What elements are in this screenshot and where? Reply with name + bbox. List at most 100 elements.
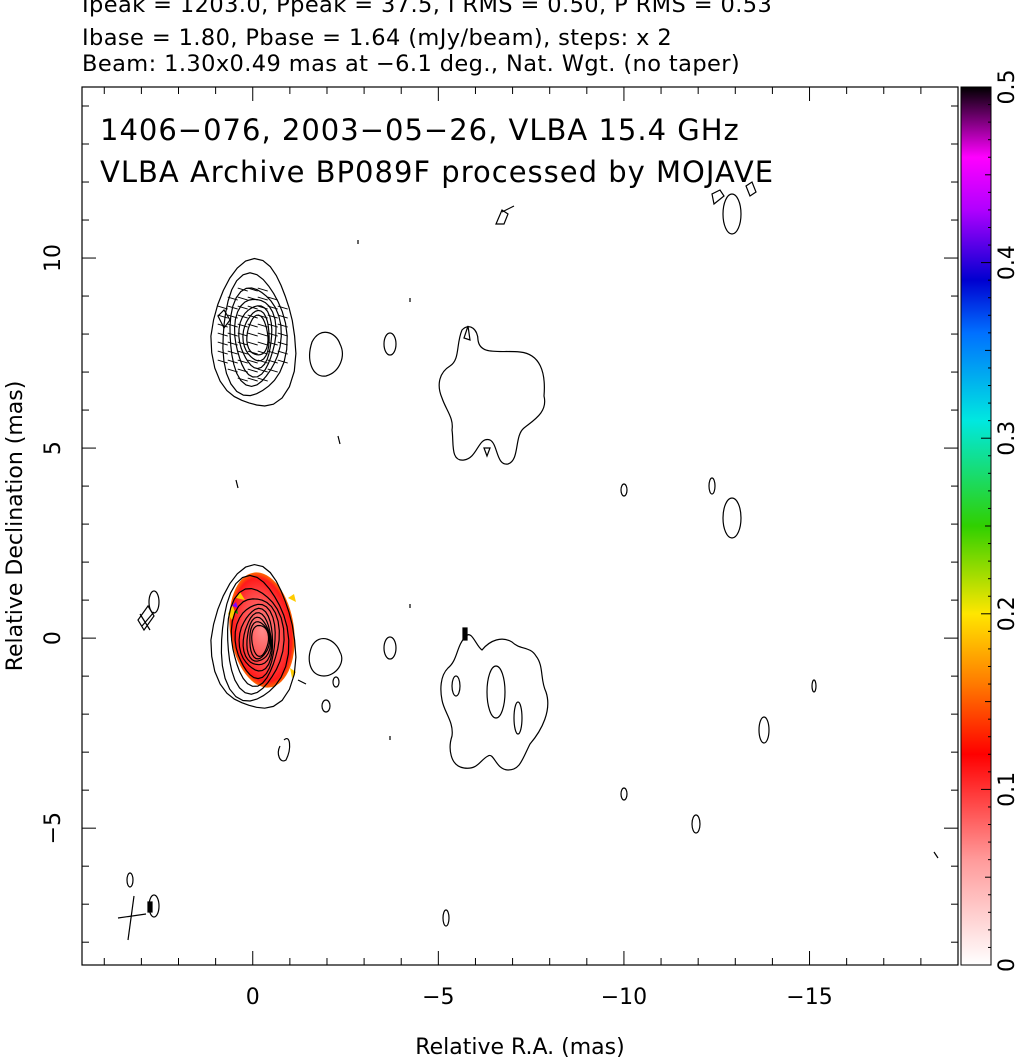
- polarization-tick: [267, 341, 278, 346]
- y-axis-label: Relative Declination (mas): [3, 381, 28, 672]
- polarization-tick: [277, 314, 288, 319]
- colorbar-tick-label: 0.3: [995, 421, 1020, 456]
- x-tick-label: −5: [422, 985, 454, 1010]
- polarization-tick: [267, 332, 278, 337]
- contour-level: [234, 603, 276, 680]
- polarization-tick: [277, 323, 288, 328]
- polarization-tick: [267, 296, 278, 301]
- colorbar-tick-label: 0.2: [995, 596, 1020, 631]
- polarization-tick: [257, 296, 268, 301]
- polarization-tick: [267, 368, 278, 373]
- y-tick-label: 0: [41, 631, 66, 645]
- polarization-tick: [227, 359, 238, 364]
- polarization-tick: [227, 296, 238, 301]
- upper-jet-blob: [438, 326, 546, 465]
- map-content: [117, 181, 939, 941]
- polarization-tick: [257, 350, 268, 355]
- polarization-tick: [257, 368, 268, 373]
- x-tick-label: 0: [246, 985, 260, 1010]
- polarization-tick: [227, 305, 238, 310]
- polarization-tick: [247, 368, 258, 373]
- polarization-tick: [257, 287, 268, 292]
- polarization-tick: [227, 368, 238, 373]
- contour-level: [238, 607, 274, 672]
- contour-level: [230, 598, 280, 687]
- polarization-tick: [277, 341, 288, 346]
- contour-level: [249, 621, 271, 660]
- polarization-tick: [237, 287, 248, 292]
- polarization-tick: [257, 359, 268, 364]
- polarization-tick: [237, 305, 248, 310]
- polarization-tick: [247, 350, 258, 355]
- contour-level: [251, 624, 270, 658]
- polarization-tick: [247, 305, 258, 310]
- polarization-tick: [237, 359, 248, 364]
- annotation-line-1: 1406−076, 2003−05−26, VLBA 15.4 GHz: [100, 113, 740, 147]
- polarization-tick: [257, 323, 268, 328]
- core-contours: [210, 563, 297, 709]
- polarization-tick: [257, 341, 268, 346]
- polarization-tick: [257, 305, 268, 310]
- colorbar-tick-label: 0.1: [995, 772, 1020, 807]
- contour-level: [210, 257, 297, 407]
- polarization-tick: [267, 305, 278, 310]
- colorbar-tick-label: 0: [995, 958, 1020, 972]
- x-tick-label: −10: [601, 985, 647, 1010]
- contour-level: [242, 612, 273, 666]
- contour-level: [222, 272, 288, 397]
- y-axis-ticks: [82, 105, 958, 943]
- core-polarization-speck: [232, 602, 238, 608]
- jet-blobs: [126, 181, 939, 927]
- annotation-line-2: VLBA Archive BP089F processed by MOJAVE: [100, 155, 774, 189]
- polarization-tick: [237, 314, 248, 319]
- polarization-tick: [267, 350, 278, 355]
- polarization-tick: [247, 296, 258, 301]
- polarization-tick: [247, 377, 258, 382]
- polarization-tick: [227, 350, 238, 355]
- polarization-tick: [217, 359, 228, 364]
- polarization-tick: [247, 287, 258, 292]
- header-line-3: Beam: 1.30x0.49 mas at −6.1 deg., Nat. W…: [82, 51, 741, 77]
- header-line-2: Ibase = 1.80, Pbase = 1.64 (mJy/beam), s…: [82, 25, 673, 51]
- colorbar-tick-label: 0.4: [995, 245, 1020, 280]
- polarization-tick: [227, 323, 238, 328]
- polarization-tick: [257, 377, 268, 382]
- polarization-tick: [237, 350, 248, 355]
- contour-level: [233, 298, 277, 378]
- lower-jet-blob: [440, 634, 549, 771]
- polarization-tick: [237, 323, 248, 328]
- contour-level: [226, 587, 285, 695]
- polarization-tick: [257, 314, 268, 319]
- y-tick-label: 10: [41, 244, 66, 272]
- y-tick-label: 5: [41, 441, 66, 455]
- contour-level: [242, 309, 270, 362]
- contour-level: [210, 563, 297, 709]
- contour-level: [229, 287, 282, 388]
- polarization-tick: [247, 314, 258, 319]
- polarization-tick: [217, 332, 228, 337]
- polarization-tick: [237, 368, 248, 373]
- x-tick-labels: 0 −5 −10 −15: [246, 985, 833, 1010]
- polarization-tick: [247, 341, 258, 346]
- x-tick-label: −15: [786, 985, 832, 1010]
- polarization-vectors: [217, 287, 288, 382]
- polarization-tick: [267, 323, 278, 328]
- y-tick-label: −5: [41, 812, 66, 844]
- polarization-tick: [237, 332, 248, 337]
- contour-level: [246, 616, 272, 662]
- polarization-tick: [217, 314, 228, 319]
- polarization-tick: [247, 323, 258, 328]
- polarization-tick: [217, 350, 228, 355]
- polarization-tick: [217, 305, 228, 310]
- polarization-tick: [257, 332, 268, 337]
- polarization-tick: [277, 359, 288, 364]
- upper-component-contours: [210, 257, 297, 407]
- colorbar-ticks: 0 0.1 0.2 0.3 0.4 0.5: [981, 70, 1020, 972]
- polarization-tick: [217, 341, 228, 346]
- polarization-tick: [237, 341, 248, 346]
- polarization-tick: [277, 350, 288, 355]
- colorbar-tick-label: 0.5: [995, 70, 1020, 105]
- y-tick-labels: −5 0 5 10: [41, 244, 66, 844]
- x-axis-ticks: [103, 87, 922, 965]
